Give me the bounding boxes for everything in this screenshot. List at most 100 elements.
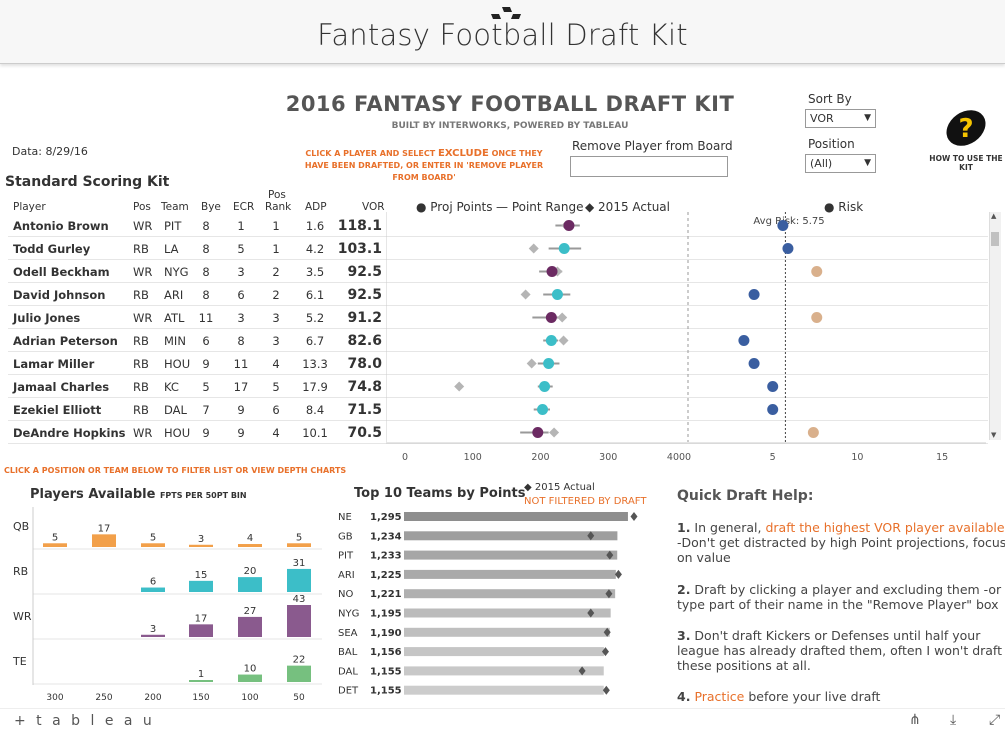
- how-to-use-button[interactable]: ? HOW TO USE THE KIT: [926, 106, 1005, 172]
- team-points: 1,190: [370, 628, 402, 639]
- player-row[interactable]: Odell Beckham WR NYG 8 3 2 3.5 92.5: [0, 260, 386, 283]
- position-select[interactable]: (All) ▼: [805, 154, 876, 173]
- bin-count: 3: [150, 624, 156, 635]
- player-row[interactable]: Jamaal Charles RB KC 5 17 5 17.9 74.8: [0, 375, 386, 398]
- player-row[interactable]: Antonio Brown WR PIT 8 1 1 1.6 118.1: [0, 214, 386, 237]
- bin-count: 10: [244, 664, 257, 675]
- quick-help-highlight: Practice: [694, 689, 745, 704]
- sort-by-select[interactable]: VOR ▼: [805, 109, 876, 128]
- bin-bar: [287, 543, 311, 547]
- player-team: ARI: [164, 288, 184, 302]
- bin-count: 22: [293, 655, 306, 666]
- risk-tick-label: 5: [770, 452, 776, 463]
- bin-count: 5: [296, 532, 302, 543]
- download-icon[interactable]: ⤓: [950, 712, 957, 728]
- scroll-up-icon[interactable]: ▲: [991, 212, 997, 220]
- player-vor: 70.5: [347, 425, 382, 441]
- proj-points-marker: [543, 358, 555, 369]
- team-label: DAL: [338, 666, 358, 677]
- player-team: PIT: [164, 219, 182, 233]
- col-team: Team: [161, 201, 189, 213]
- player-pos-rank: 1: [272, 242, 280, 256]
- bin-tick-label: 300: [46, 693, 63, 703]
- player-pos-rank: 4: [272, 357, 280, 371]
- player-row[interactable]: Julio Jones WR ATL 11 3 3 5.2 91.2: [0, 306, 386, 329]
- position-label: QB: [13, 520, 29, 533]
- col-ecr: ECR: [233, 201, 255, 213]
- player-row[interactable]: Ezekiel Elliott RB DAL 7 9 6 8.4 71.5: [0, 398, 386, 421]
- logo-icon: [491, 7, 521, 19]
- position-label: WR: [13, 610, 32, 623]
- players-available-title: Players Available FPTS PER 50PT BIN: [30, 487, 247, 502]
- bin-bar: [43, 543, 67, 547]
- bin-count: 20: [244, 566, 257, 577]
- actual-2015-marker: [557, 312, 568, 323]
- team-actual-marker: [630, 512, 638, 521]
- bin-count: 5: [150, 532, 156, 543]
- risk-marker: [748, 289, 760, 300]
- team-actual-marker: [605, 589, 613, 599]
- player-row[interactable]: Lamar Miller RB HOU 9 11 4 13.3 78.0: [0, 352, 386, 375]
- risk-marker: [748, 358, 760, 369]
- bin-bar: [189, 680, 213, 682]
- team-label: GB: [338, 531, 353, 542]
- team-label: NO: [338, 589, 353, 600]
- quick-help-num: 1.: [677, 520, 691, 535]
- player-row[interactable]: David Johnson RB ARI 8 6 2 6.1 92.5: [0, 283, 386, 306]
- player-name: Ezekiel Elliott: [13, 403, 102, 417]
- row-divider: [8, 351, 988, 352]
- scroll-down-icon[interactable]: ▼: [991, 431, 997, 439]
- team-points: 1,225: [370, 570, 402, 581]
- player-row[interactable]: DeAndre Hopkins WR HOU 9 9 4 10.1 70.5: [0, 421, 386, 444]
- player-row[interactable]: Todd Gurley RB LA 8 5 1 4.2 103.1: [0, 237, 386, 260]
- bin-bar: [238, 674, 262, 682]
- team-actual-marker: [587, 531, 595, 541]
- table-scrollbar[interactable]: [989, 212, 1001, 440]
- bin-count: 3: [198, 534, 204, 545]
- player-adp: 3.5: [305, 265, 325, 279]
- player-pos-rank: 4: [272, 426, 280, 440]
- player-bye: 5: [202, 380, 210, 394]
- points-tick-label: 200: [531, 452, 549, 463]
- player-vor: 92.5: [347, 287, 382, 303]
- scrollbar-thumb[interactable]: [991, 232, 999, 246]
- top-teams-legend: ◆ 2015 Actual: [524, 482, 595, 493]
- remove-player-input[interactable]: [570, 156, 728, 177]
- quick-help-item-3: 3. Don't draft Kickers or Defenses until…: [677, 628, 1005, 673]
- quick-help-text: Draft by clicking a player and excluding…: [677, 582, 1002, 612]
- dashboard-title: 2016 FANTASY FOOTBALL DRAFT KIT: [285, 92, 735, 116]
- points-tick-label: 400: [667, 452, 685, 463]
- player-pos-rank: 6: [272, 403, 280, 417]
- fullscreen-icon[interactable]: ⤢: [989, 712, 1001, 728]
- player-vor: 82.6: [347, 333, 382, 349]
- player-vor: 118.1: [337, 218, 382, 234]
- player-bye: 8: [202, 219, 210, 233]
- player-adp: 17.9: [302, 380, 328, 394]
- player-name: DeAndre Hopkins: [13, 426, 126, 440]
- tableau-logo[interactable]: + t a b l e a u: [14, 713, 155, 729]
- risk-marker: [811, 312, 823, 323]
- col-adp: ADP: [305, 201, 327, 213]
- player-adp: 13.3: [302, 357, 328, 371]
- player-row[interactable]: Adrian Peterson RB MIN 6 8 3 6.7 82.6: [0, 329, 386, 352]
- player-adp: 10.1: [302, 426, 328, 440]
- player-pos: RB: [133, 288, 149, 302]
- player-ecr: 11: [233, 357, 249, 371]
- bin-tick-label: 250: [95, 693, 112, 703]
- team-bar: [404, 647, 604, 657]
- legend-proj: ● Proj Points: [416, 200, 493, 214]
- dropdown-arrow-icon: ▼: [864, 113, 871, 123]
- top-teams-chart: NE 1,295 GB 1,234 PIT 1,233 ARI 1,225 NO 1,221 NYG…: [338, 512, 638, 697]
- player-name: Lamar Miller: [13, 357, 95, 371]
- share-icon[interactable]: ⋔: [909, 712, 921, 728]
- page-header-title: Fantasy Football Draft Kit: [317, 18, 688, 52]
- points-tick-label: 100: [464, 452, 482, 463]
- actual-2015-marker: [558, 335, 569, 346]
- players-available-heading: Players Available: [30, 487, 156, 502]
- team-points: 1,234: [370, 531, 402, 542]
- actual-2015-marker: [454, 381, 465, 392]
- player-bye: 8: [202, 242, 210, 256]
- top-teams-title: Top 10 Teams by Points: [354, 486, 526, 501]
- team-actual-marker: [606, 550, 614, 560]
- quick-help-title: Quick Draft Help:: [677, 488, 814, 504]
